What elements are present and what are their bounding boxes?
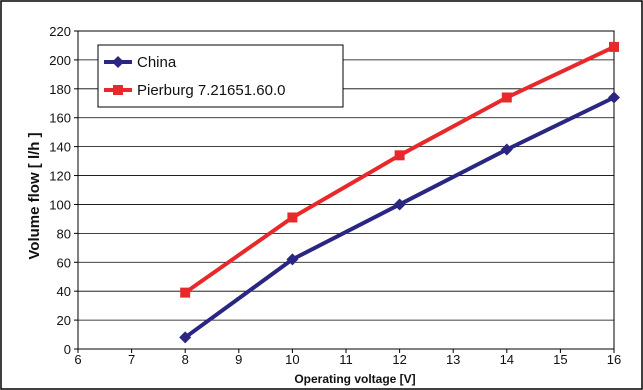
- y-tick-label: 40: [57, 284, 71, 299]
- legend-swatch-marker: [113, 85, 123, 95]
- y-tick-labels: 0 20 40 60 80 100 120 140 160 180 200 220: [49, 24, 71, 357]
- data-point: [286, 253, 299, 266]
- y-tick-label: 60: [57, 255, 71, 270]
- data-point: [180, 287, 191, 298]
- data-point: [393, 198, 406, 211]
- x-tick-label: 9: [235, 352, 242, 367]
- data-point: [608, 91, 620, 104]
- x-tick-label: 7: [128, 352, 135, 367]
- legend-entry: Pierburg 7.21651.60.0: [104, 82, 285, 99]
- y-tick-label: 180: [49, 82, 71, 97]
- data-point: [179, 331, 192, 344]
- y-tick-label: 20: [57, 313, 71, 328]
- x-tick-labels: 6 7 8 9 10 11 12 13 14 15 16: [74, 352, 621, 367]
- series-1: [179, 91, 620, 344]
- x-tick-label: 6: [74, 352, 81, 367]
- legend-swatch-marker: [112, 56, 124, 68]
- legend-label: China: [137, 54, 177, 71]
- y-tick-label: 100: [49, 197, 71, 212]
- plot-area-border: [77, 30, 615, 350]
- y-tick-label: 160: [49, 111, 71, 126]
- y-tick-label: 120: [49, 169, 71, 184]
- y-tick-label: 80: [57, 226, 71, 241]
- data-point: [394, 150, 405, 161]
- legend: China Pierburg 7.21651.60.0: [97, 44, 344, 108]
- y-tick-label: 0: [64, 342, 71, 357]
- data-point: [609, 41, 619, 52]
- x-tick-label: 14: [500, 352, 514, 367]
- data-point: [501, 92, 512, 103]
- data-point: [287, 212, 298, 223]
- x-tick-label: 10: [285, 352, 299, 367]
- y-tick-label: 200: [49, 53, 71, 68]
- legend-box: [97, 44, 344, 108]
- x-tick-label: 11: [339, 352, 353, 367]
- y-tick-label: 220: [49, 24, 71, 39]
- series-2: [180, 41, 619, 298]
- data-point: [500, 143, 513, 156]
- y-axis-title: Volume flow [ l/h ]: [26, 132, 43, 259]
- legend-label: Pierburg 7.21651.60.0: [137, 82, 285, 99]
- legend-entry: China: [104, 54, 177, 71]
- x-tick-label: 16: [607, 352, 621, 367]
- x-tick-label: 13: [446, 352, 460, 367]
- x-tick-label: 15: [553, 352, 567, 367]
- x-tick-label: 12: [392, 352, 406, 367]
- x-tick-label: 8: [182, 352, 189, 367]
- series: [179, 41, 620, 344]
- y-tick-label: 140: [49, 140, 71, 155]
- x-axis-title: Operating voltage [V]: [294, 372, 415, 386]
